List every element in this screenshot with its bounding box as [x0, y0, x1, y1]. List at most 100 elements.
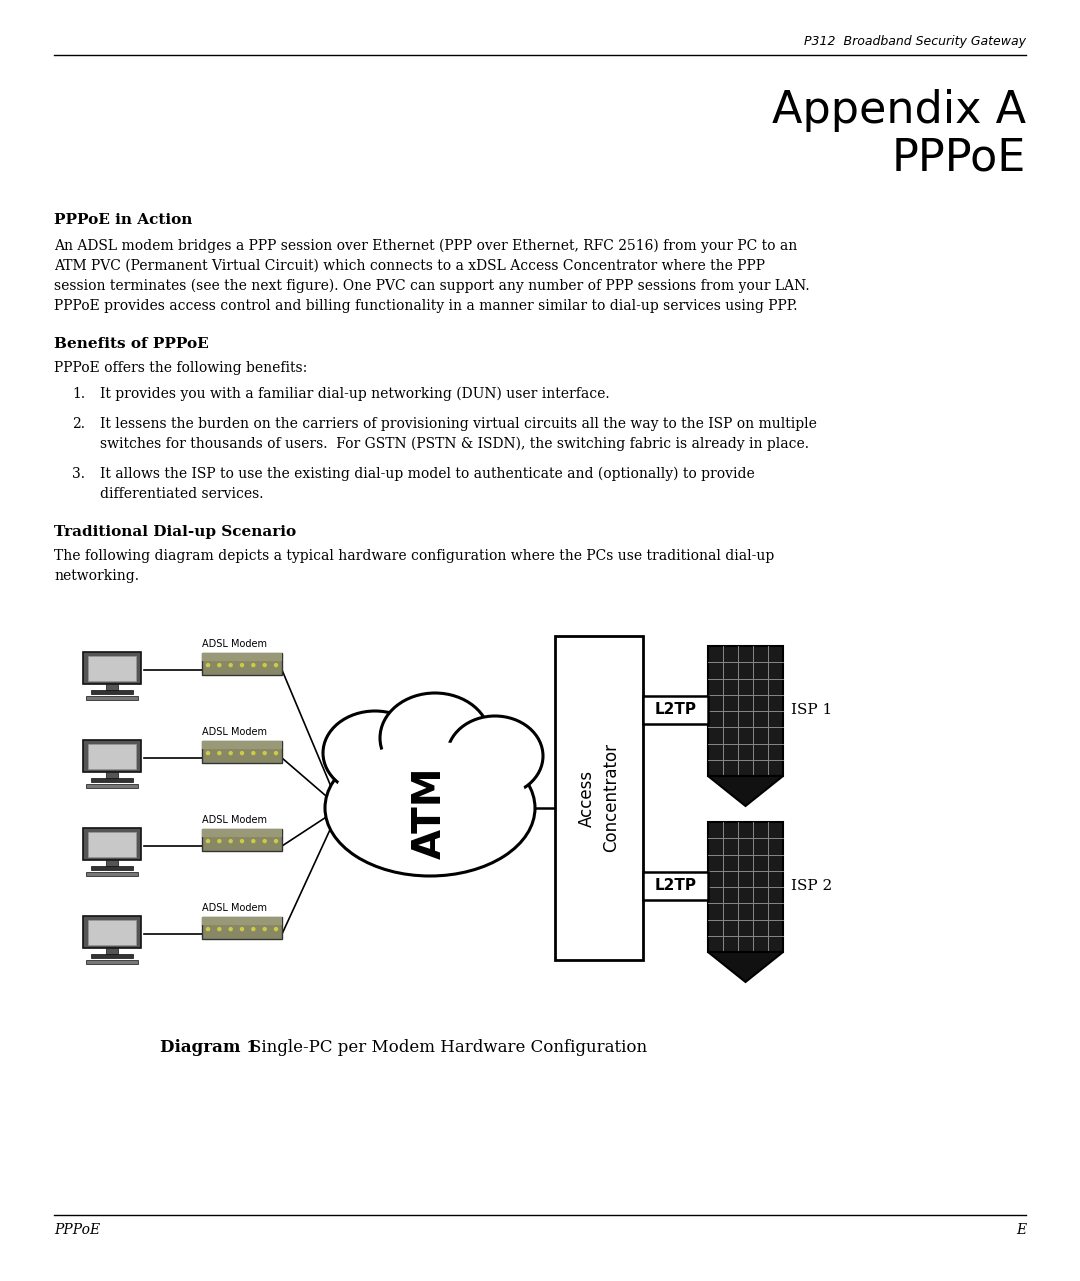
Ellipse shape [447, 716, 543, 796]
Text: Traditional Dial-up Scenario: Traditional Dial-up Scenario [54, 525, 296, 539]
Bar [202, 829, 282, 851]
Circle shape [262, 751, 267, 756]
Text: PPPoE offers the following benefits:: PPPoE offers the following benefits: [54, 361, 307, 375]
Bar [202, 917, 282, 925]
Circle shape [252, 839, 256, 843]
Bar [202, 740, 282, 763]
Text: ATM PVC (Permanent Virtual Circuit) which connects to a xDSL Access Concentrator: ATM PVC (Permanent Virtual Circuit) whic… [54, 259, 765, 273]
Text: ADSL Modem: ADSL Modem [202, 728, 267, 737]
Circle shape [229, 662, 233, 667]
Text: PPPoE in Action: PPPoE in Action [54, 213, 192, 227]
Ellipse shape [333, 742, 527, 865]
Bar [86, 784, 138, 788]
Circle shape [240, 839, 244, 843]
Bar [83, 829, 141, 860]
Bar [202, 917, 282, 939]
Bar [106, 948, 118, 953]
Circle shape [252, 751, 256, 756]
Circle shape [262, 839, 267, 843]
Circle shape [240, 927, 244, 931]
Text: ADSL Modem: ADSL Modem [202, 815, 267, 825]
Polygon shape [708, 952, 783, 983]
Bar [106, 772, 118, 778]
Text: It provides you with a familiar dial-up networking (DUN) user interface.: It provides you with a familiar dial-up … [100, 387, 609, 401]
Circle shape [262, 927, 267, 931]
Text: PPPoE: PPPoE [892, 137, 1026, 179]
Text: differentiated services.: differentiated services. [100, 487, 264, 501]
Bar [91, 953, 133, 957]
Text: Appendix A: Appendix A [772, 88, 1026, 132]
Bar [106, 860, 118, 866]
Text: ADSL Modem: ADSL Modem [202, 903, 267, 913]
Circle shape [274, 927, 279, 931]
Text: ISP 2: ISP 2 [791, 879, 833, 893]
Text: L2TP: L2TP [654, 879, 697, 894]
Text: ATM: ATM [411, 767, 449, 860]
Bar [86, 959, 138, 963]
Text: It allows the ISP to use the existing dial-up model to authenticate and (optiona: It allows the ISP to use the existing di… [100, 466, 755, 482]
Circle shape [229, 751, 233, 756]
Bar [87, 920, 136, 944]
Circle shape [229, 839, 233, 843]
Text: ADSL Modem: ADSL Modem [202, 639, 267, 649]
Bar [202, 653, 282, 661]
Circle shape [206, 751, 211, 756]
Text: It lessens the burden on the carriers of provisioning virtual circuits all the w: It lessens the burden on the carriers of… [100, 418, 816, 430]
Bar [202, 653, 282, 675]
Bar [83, 916, 141, 948]
Bar [91, 689, 133, 693]
Bar [202, 740, 282, 748]
Ellipse shape [380, 693, 490, 783]
Text: Benefits of PPPoE: Benefits of PPPoE [54, 337, 208, 351]
Circle shape [274, 751, 279, 756]
Bar [202, 829, 282, 836]
Circle shape [252, 927, 256, 931]
Bar [83, 652, 141, 684]
Circle shape [240, 662, 244, 667]
Circle shape [274, 839, 279, 843]
Text: ISP 1: ISP 1 [791, 703, 833, 717]
Text: PPPoE provides access control and billing functionality in a manner similar to d: PPPoE provides access control and billin… [54, 298, 797, 313]
Bar [643, 872, 708, 901]
Bar [106, 684, 118, 689]
Bar [555, 635, 643, 959]
Circle shape [206, 662, 211, 667]
Bar [86, 871, 138, 876]
Bar [87, 831, 136, 857]
Text: Single-PC per Modem Hardware Configuration: Single-PC per Modem Hardware Configurati… [249, 1039, 647, 1057]
Circle shape [206, 927, 211, 931]
Circle shape [206, 839, 211, 843]
Text: 1.: 1. [72, 387, 85, 401]
Circle shape [252, 662, 256, 667]
Text: 2.: 2. [72, 418, 85, 430]
Ellipse shape [325, 740, 535, 876]
Bar [91, 866, 133, 870]
Bar [83, 740, 141, 772]
Circle shape [274, 662, 279, 667]
Circle shape [240, 751, 244, 756]
Circle shape [262, 662, 267, 667]
Circle shape [217, 839, 221, 843]
Text: P312  Broadband Security Gateway: P312 Broadband Security Gateway [804, 36, 1026, 49]
Bar [91, 778, 133, 781]
Bar [87, 656, 136, 680]
Bar [708, 646, 783, 776]
Circle shape [217, 662, 221, 667]
Bar [87, 744, 136, 769]
Text: switches for thousands of users.  For GSTN (PSTN & ISDN), the switching fabric i: switches for thousands of users. For GST… [100, 437, 809, 451]
Text: 3.: 3. [72, 468, 85, 480]
Text: L2TP: L2TP [654, 702, 697, 717]
Ellipse shape [323, 711, 427, 796]
Text: Diagram 1: Diagram 1 [160, 1039, 258, 1057]
Circle shape [229, 927, 233, 931]
Bar [708, 822, 783, 952]
Text: networking.: networking. [54, 569, 139, 583]
Text: PPPoE: PPPoE [54, 1223, 100, 1237]
Polygon shape [708, 776, 783, 806]
Text: E: E [1016, 1223, 1026, 1237]
Circle shape [217, 751, 221, 756]
Bar [86, 696, 138, 699]
Circle shape [217, 927, 221, 931]
Text: An ADSL modem bridges a PPP session over Ethernet (PPP over Ethernet, RFC 2516) : An ADSL modem bridges a PPP session over… [54, 238, 797, 254]
Text: session terminates (see the next figure). One PVC can support any number of PPP : session terminates (see the next figure)… [54, 279, 810, 293]
